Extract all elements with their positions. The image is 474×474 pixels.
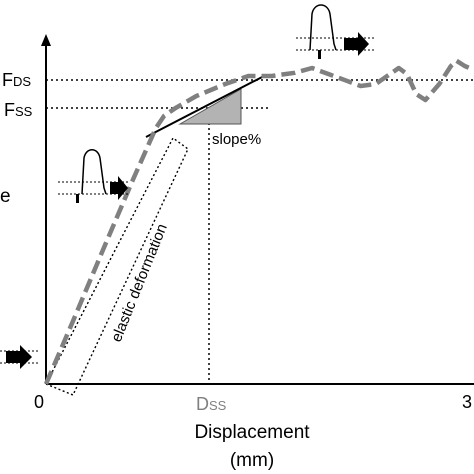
elastic-deformation-annotation: elastic deformation [108,221,171,344]
blade-push-icon-middle [58,149,128,203]
fds-label-sub: DS [13,74,31,89]
y-axis-arrowhead [41,34,51,46]
fss-label: FSS [4,100,33,120]
dss-label: DSS [196,394,227,414]
blade-push-icon-bottom [0,345,38,369]
fss-label-sub: SS [15,104,33,119]
dss-label-main: D [196,394,209,414]
slope-annotation: slope% [212,131,261,148]
blade-push-icon-top [296,4,374,59]
x-tick-3: 3 [462,392,472,412]
x-axis-unit: (mm) [230,450,274,471]
y-axis-label-fragment: e [0,186,11,207]
x-tick-0: 0 [34,392,44,412]
tangent-line [145,74,267,138]
fds-label: FDS [2,70,31,90]
fds-label-main: F [2,70,13,90]
slope-triangle [178,88,242,125]
elastic-deformation-region [45,136,189,396]
series-curve [43,58,474,385]
dss-label-sub: SS [209,398,227,413]
fss-label-main: F [4,100,15,120]
x-axis-label: Displacement [194,422,310,443]
